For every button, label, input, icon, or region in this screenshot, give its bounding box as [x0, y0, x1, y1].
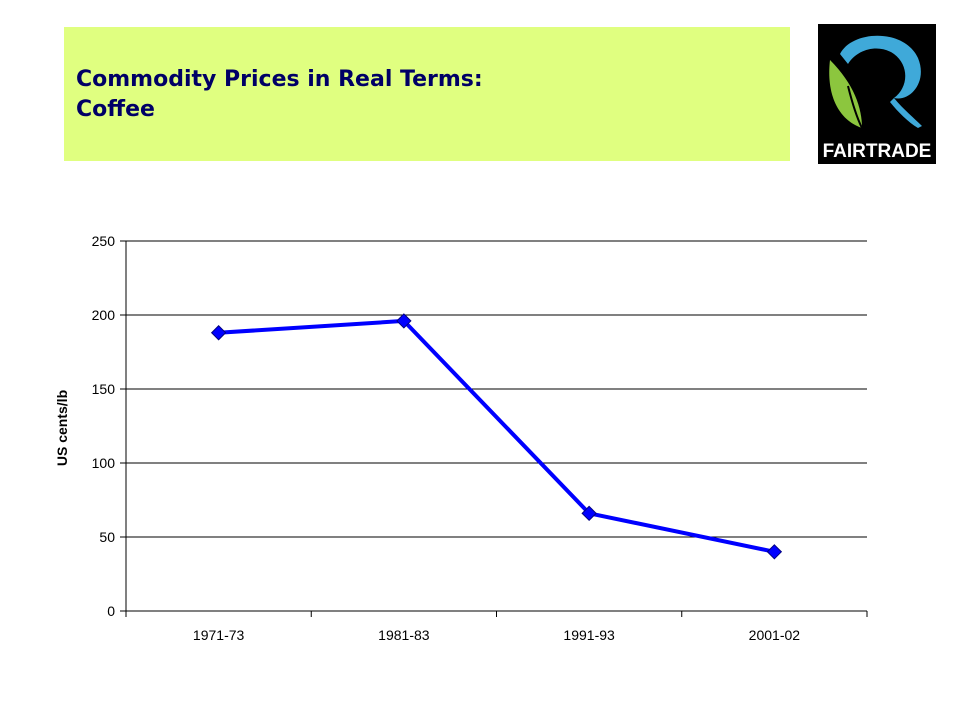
x-tick-label-1981-83: 1981-83 [378, 627, 430, 643]
y-tick-label-50: 50 [99, 529, 115, 545]
data-point-1971-73 [210, 325, 227, 341]
data-point-1981-83 [396, 313, 412, 329]
y-tick-label-150: 150 [92, 381, 116, 397]
logo-blue-swoosh-icon [840, 35, 921, 99]
x-tick-labels: 1971-73 1981-83 1991-93 2001-02 [193, 627, 800, 643]
logo-text: FAIRTRADE [823, 141, 932, 162]
y-tick-label-0: 0 [107, 603, 115, 619]
y-tick-label-250: 250 [92, 233, 116, 249]
slide-title-line-2: Coffee [76, 97, 155, 122]
logo-green-leaf-icon [829, 60, 862, 128]
data-point-2001-02 [766, 544, 783, 560]
y-tick-label-200: 200 [92, 307, 116, 323]
y-tick-labels: 0 50 100 150 200 250 [92, 233, 116, 619]
chart-axes [120, 240, 868, 617]
series-coffee [210, 313, 783, 560]
logo-dot-icon [873, 61, 895, 79]
series-line-0 [218, 318, 775, 554]
x-tick-label-1991-93: 1991-93 [563, 627, 615, 643]
x-tick-label-2001-02: 2001-02 [749, 627, 801, 643]
logo-swoosh-tail-icon [890, 98, 922, 128]
y-axis-title: US cents/lb [54, 390, 70, 466]
y-tick-label-100: 100 [92, 455, 116, 471]
slide-title-line-1: Commodity Prices in Real Terms: [76, 67, 483, 92]
x-tick-label-1971-73: 1971-73 [193, 627, 245, 643]
data-point-1991-93 [581, 505, 597, 522]
fairtrade-logo: FAIRTRADE [818, 24, 936, 164]
chart-gridlines [126, 240, 867, 538]
slide-title: Commodity Prices in Real Terms: Coffee [76, 65, 483, 125]
title-banner: Commodity Prices in Real Terms: Coffee [64, 27, 790, 161]
